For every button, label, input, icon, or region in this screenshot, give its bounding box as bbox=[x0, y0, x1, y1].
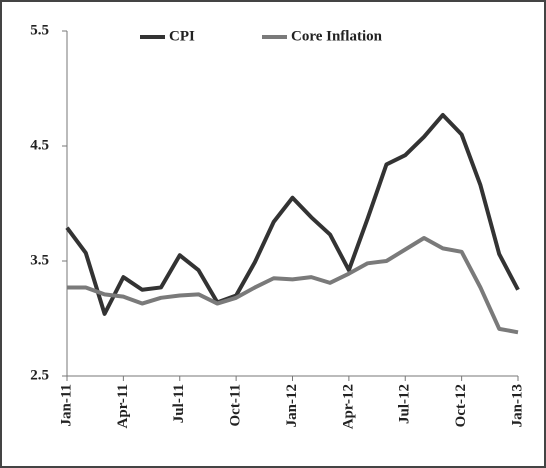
x-tick-label: Apr-12 bbox=[340, 384, 356, 429]
y-tick-label: 4.5 bbox=[30, 137, 49, 153]
x-tick-label: Oct-12 bbox=[453, 384, 469, 427]
x-tick-label: Jan-11 bbox=[58, 384, 74, 427]
y-tick-label: 3.5 bbox=[30, 252, 49, 268]
x-tick-label: Apr-11 bbox=[115, 384, 131, 428]
y-tick-label: 5.5 bbox=[30, 22, 49, 38]
legend-label: CPI bbox=[169, 28, 195, 44]
y-tick-label: 2.5 bbox=[30, 367, 49, 383]
x-tick-label: Jan-13 bbox=[509, 384, 525, 427]
x-tick-label: Jan-12 bbox=[284, 384, 300, 427]
x-tick-label: Oct-11 bbox=[228, 384, 244, 427]
series-line bbox=[67, 236, 519, 335]
series-line bbox=[65, 112, 520, 316]
x-tick-label: Jul-11 bbox=[171, 384, 187, 423]
x-tick-label: Jul-12 bbox=[397, 384, 413, 424]
legend-label: Core Inflation bbox=[291, 28, 383, 44]
